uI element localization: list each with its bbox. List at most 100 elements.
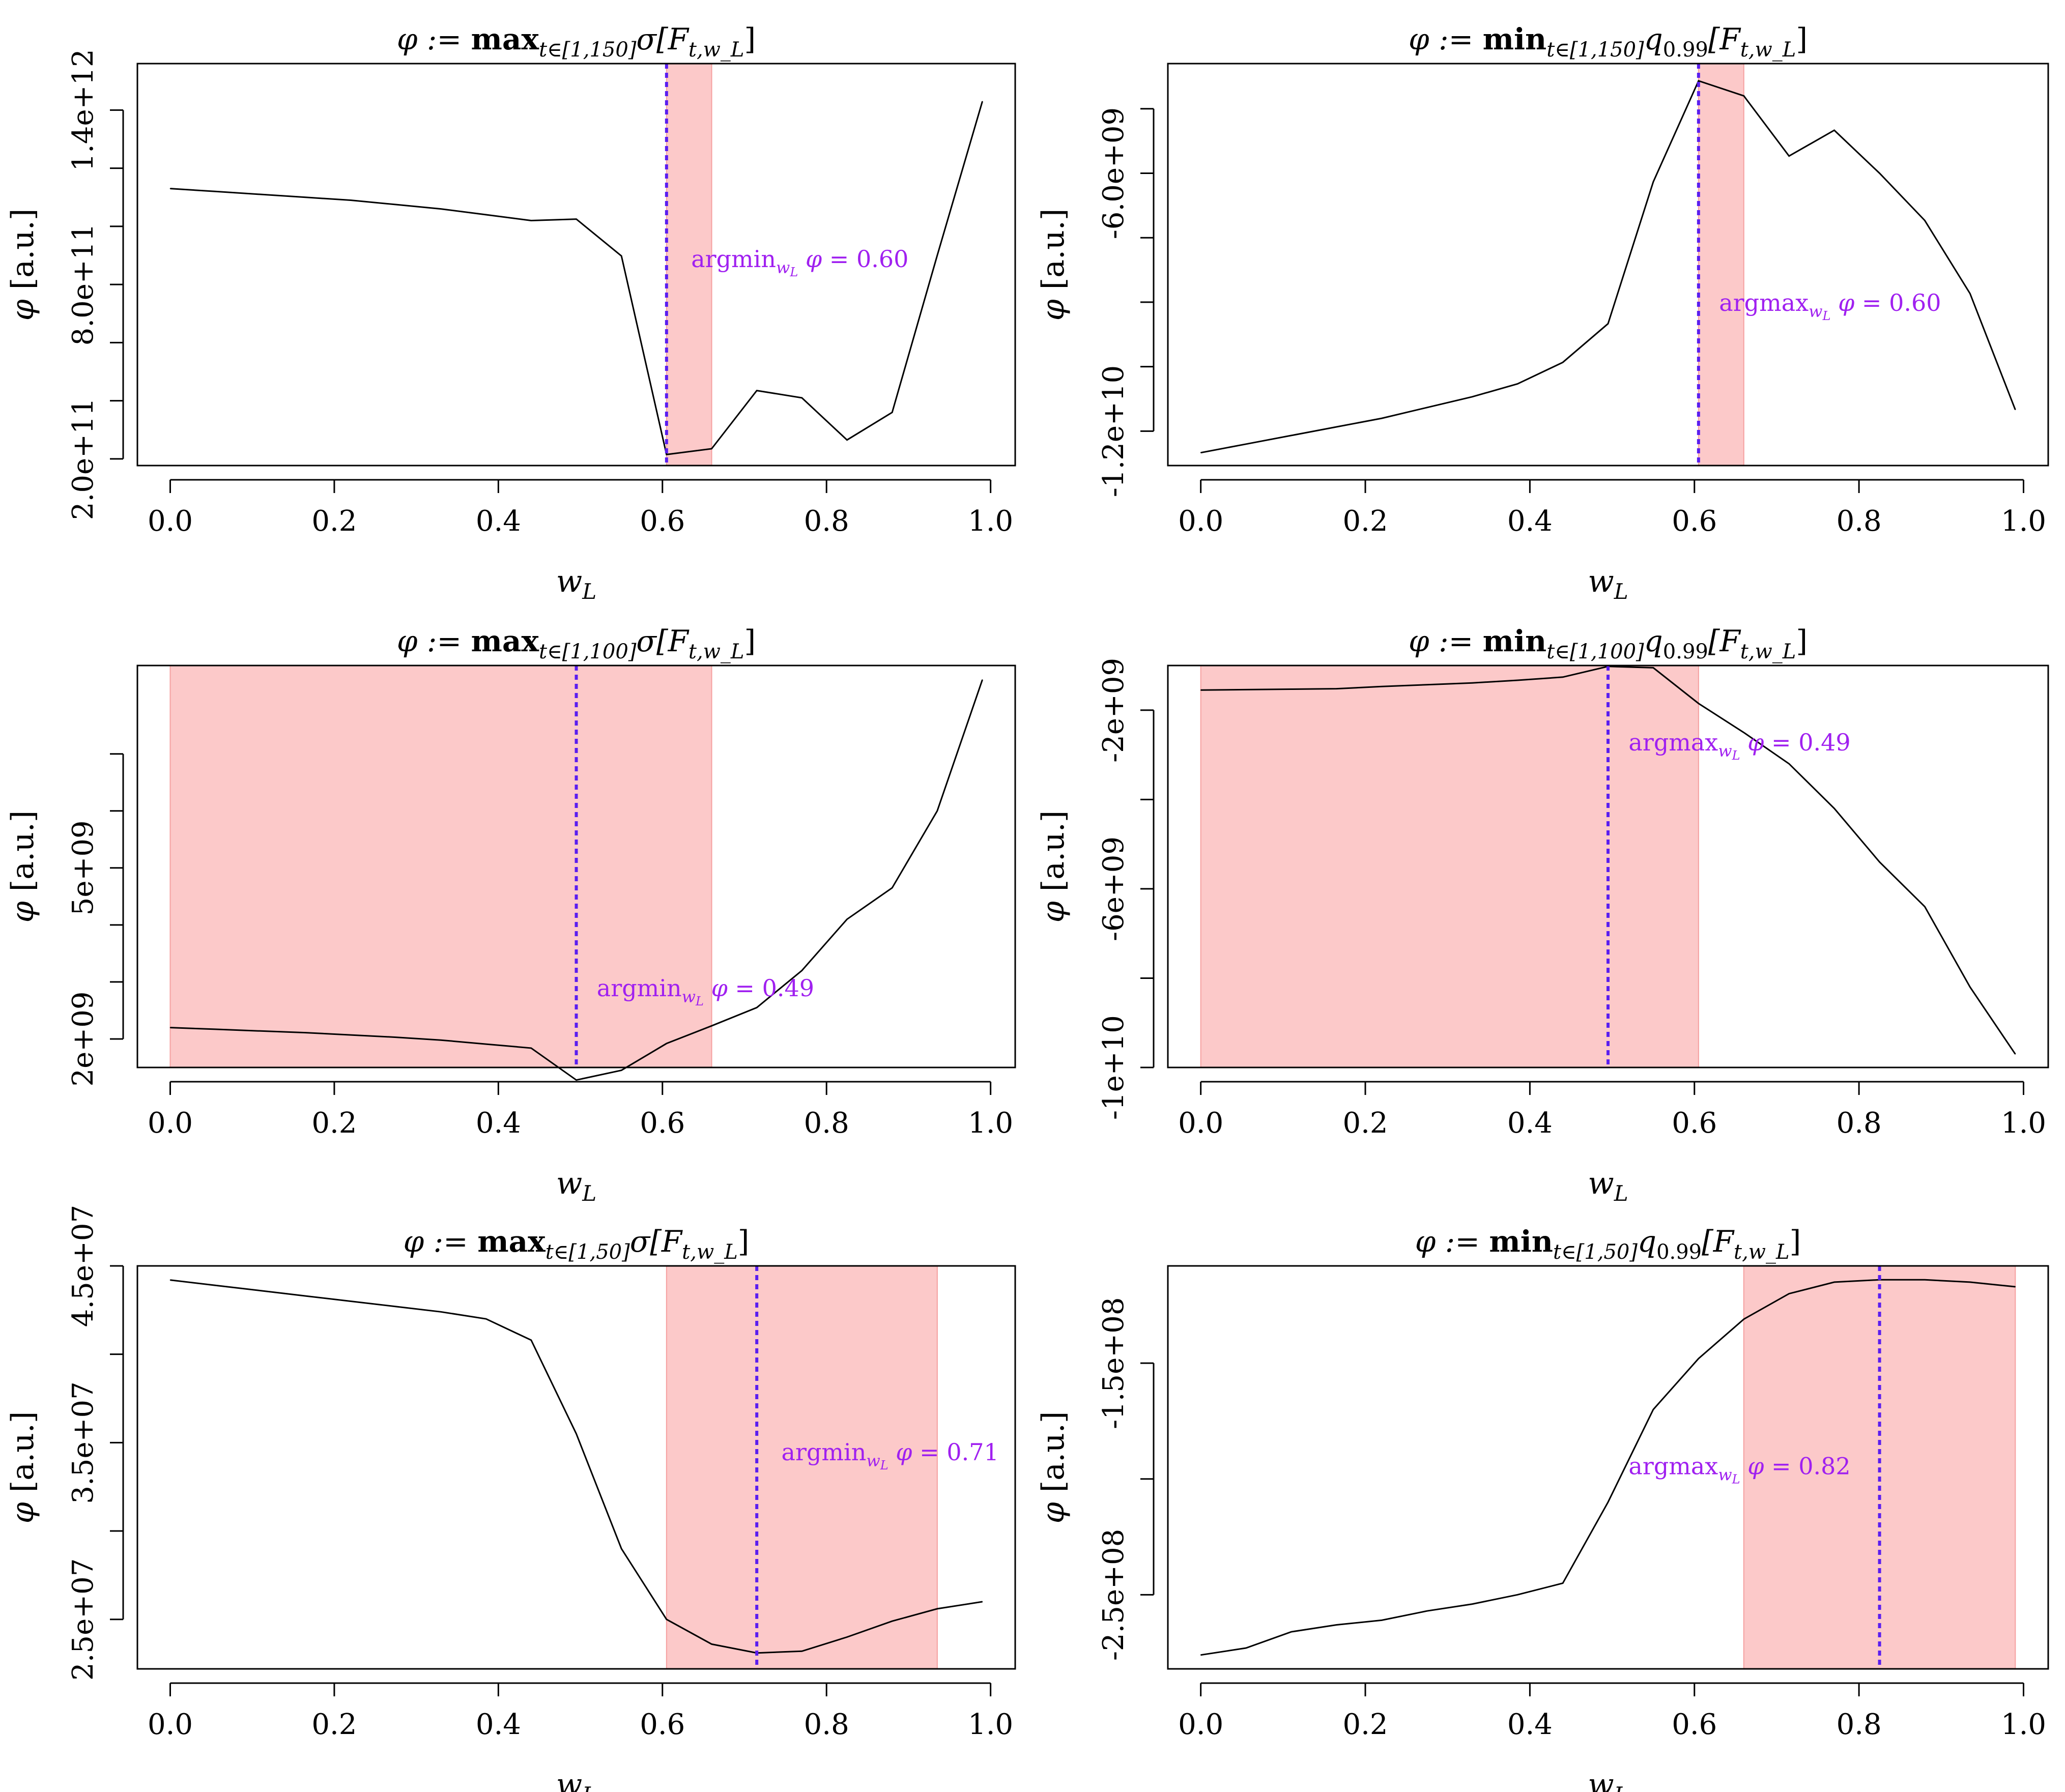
data-point bbox=[1608, 323, 1609, 324]
y-tick-label: 2e+09 bbox=[67, 991, 100, 1086]
plot-frame bbox=[136, 664, 1016, 1068]
data-point bbox=[1245, 689, 1247, 690]
chart-title: φ := mint∈[1,50]q0.99[Ft,w_L] bbox=[1415, 1224, 1801, 1264]
y-axis-label: φ [a.u.] bbox=[5, 209, 41, 321]
x-axis-label: wL bbox=[1588, 564, 1628, 604]
data-point bbox=[846, 1636, 848, 1638]
x-tick-label: 0.4 bbox=[1507, 1107, 1553, 1140]
data-point bbox=[1426, 1610, 1428, 1612]
data-point bbox=[621, 1548, 622, 1549]
data-point bbox=[2015, 409, 2016, 410]
x-tick-label: 0.6 bbox=[640, 505, 685, 538]
data-point bbox=[485, 1318, 486, 1320]
data-point bbox=[1245, 1648, 1247, 1649]
data-point bbox=[531, 1340, 532, 1341]
data-point bbox=[350, 1034, 351, 1035]
data-point bbox=[215, 191, 216, 192]
data-point bbox=[892, 887, 893, 888]
data-point bbox=[260, 1030, 261, 1032]
argopt-annotation: argmaxwL φ = 0.49 bbox=[1628, 729, 1850, 763]
data-point bbox=[1698, 703, 1699, 704]
data-point bbox=[846, 439, 848, 441]
chart-title: φ := maxt∈[1,100]σ[Ft,w_L] bbox=[397, 624, 756, 663]
chart-panel-4: 0.0 0.2 0.4 0.6 0.8 1.0 wL -1e+10 -6e+09 -2e+09 φ … bbox=[1036, 624, 2049, 1206]
chart-title: φ := mint∈[1,100]q0.99[Ft,w_L] bbox=[1409, 624, 1808, 663]
y-axis-label: φ [a.u.] bbox=[1036, 811, 1071, 922]
data-point bbox=[1653, 181, 1654, 183]
y-tick-label: 5e+09 bbox=[67, 820, 100, 915]
data-point bbox=[1290, 435, 1292, 436]
optimum-band bbox=[666, 1265, 938, 1669]
x-axis-label: wL bbox=[556, 1166, 596, 1206]
data-point bbox=[1290, 688, 1292, 690]
data-point bbox=[937, 810, 938, 812]
data-point bbox=[892, 1621, 893, 1622]
data-point bbox=[666, 454, 667, 455]
data-point bbox=[305, 196, 306, 198]
series-line bbox=[170, 101, 983, 455]
data-point bbox=[756, 1007, 757, 1008]
chart-title: φ := mint∈[1,150]q0.99[Ft,w_L] bbox=[1409, 22, 1808, 62]
x-tick-label: 0.8 bbox=[804, 1107, 849, 1140]
data-point bbox=[531, 1048, 532, 1049]
x-tick-label: 1.0 bbox=[968, 1708, 1013, 1741]
data-point bbox=[1969, 1282, 1971, 1283]
data-point bbox=[1698, 1358, 1699, 1359]
data-point bbox=[1743, 732, 1744, 733]
data-point bbox=[1426, 407, 1428, 408]
y-tick-label: -6e+09 bbox=[1097, 836, 1130, 941]
data-point bbox=[215, 1285, 216, 1286]
data-point bbox=[1381, 686, 1383, 687]
x-tick-label: 0.4 bbox=[476, 1708, 521, 1741]
x-tick-label: 0.8 bbox=[1837, 1107, 1882, 1140]
argopt-annotation: argminwL φ = 0.49 bbox=[597, 974, 814, 1008]
data-point bbox=[260, 194, 261, 195]
argopt-annotation: argminwL φ = 0.60 bbox=[691, 245, 908, 279]
x-tick-label: 0.6 bbox=[640, 1708, 685, 1741]
y-axis-label: φ [a.u.] bbox=[1036, 1411, 1071, 1523]
data-point bbox=[1969, 987, 1971, 988]
chart-panel-2: 0.0 0.2 0.4 0.6 0.8 1.0 wL -1.2e+10 -6.0e+09 φ [a… bbox=[1036, 22, 2049, 604]
x-tick-label: 0.0 bbox=[148, 1107, 193, 1140]
data-point bbox=[1743, 1318, 1744, 1320]
data-point bbox=[395, 204, 396, 205]
data-point bbox=[1608, 1501, 1609, 1503]
data-point bbox=[1517, 383, 1518, 385]
chart-panel-1: 0.0 0.2 0.4 0.6 0.8 1.0 wL 2.0e+11 8.0e+11 1.4e+1… bbox=[5, 22, 1016, 604]
y-tick-label: 2.5e+07 bbox=[67, 1558, 100, 1681]
data-point bbox=[1833, 130, 1835, 131]
data-point bbox=[485, 214, 486, 215]
data-point bbox=[1200, 689, 1201, 691]
data-point bbox=[1924, 220, 1926, 221]
x-tick-label: 0.2 bbox=[1343, 1107, 1388, 1140]
data-point bbox=[576, 218, 577, 220]
plot-frame bbox=[1167, 63, 2049, 467]
data-point bbox=[1245, 443, 1247, 445]
data-point bbox=[1562, 362, 1563, 363]
series-line bbox=[1200, 79, 2016, 454]
data-point bbox=[892, 412, 893, 413]
data-point bbox=[1833, 1282, 1835, 1283]
x-tick-label: 0.6 bbox=[640, 1107, 685, 1140]
x-tick-label: 0.2 bbox=[1343, 505, 1388, 538]
x-tick-label: 0.4 bbox=[476, 1107, 521, 1140]
data-point bbox=[1562, 1582, 1563, 1584]
x-tick-label: 0.2 bbox=[311, 1107, 357, 1140]
data-point bbox=[305, 1295, 306, 1296]
data-point bbox=[215, 1029, 216, 1030]
data-point bbox=[666, 1043, 667, 1044]
optimum-band bbox=[169, 665, 712, 1068]
data-point bbox=[169, 1279, 171, 1281]
data-point bbox=[350, 199, 351, 201]
data-point bbox=[1381, 1620, 1383, 1621]
data-point bbox=[1788, 1293, 1790, 1294]
x-tick-label: 0.6 bbox=[1672, 1107, 1717, 1140]
y-axis-label: φ [a.u.] bbox=[5, 1411, 41, 1523]
data-point bbox=[982, 679, 983, 680]
data-point bbox=[1653, 1409, 1654, 1410]
x-axis-label: wL bbox=[1588, 1166, 1628, 1206]
data-point bbox=[395, 1306, 396, 1307]
data-point bbox=[531, 220, 532, 221]
x-tick-label: 0.0 bbox=[1178, 1107, 1223, 1140]
